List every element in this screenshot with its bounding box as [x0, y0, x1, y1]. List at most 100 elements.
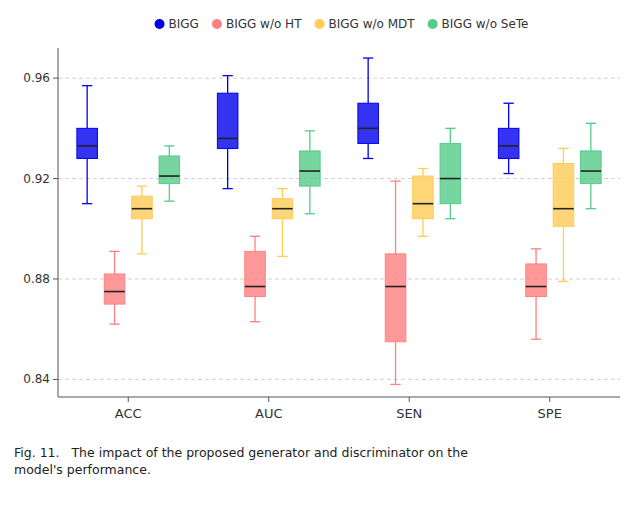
- box: [440, 143, 461, 203]
- whisker-low: [282, 219, 283, 257]
- whisker-low: [535, 297, 536, 340]
- whisker-low: [87, 158, 88, 203]
- box: [526, 264, 547, 297]
- cap-low: [109, 324, 119, 325]
- whisker-high: [309, 131, 310, 151]
- x-tick: [128, 397, 129, 402]
- median: [553, 208, 574, 210]
- box-plot: [440, 128, 461, 218]
- cap-low: [277, 256, 287, 257]
- y-tick: [53, 379, 58, 380]
- legend-marker: [314, 19, 324, 29]
- y-tick-label: 0.88: [23, 272, 50, 286]
- median: [385, 286, 406, 288]
- series: [159, 123, 601, 218]
- legend-item: BIGG: [155, 17, 199, 31]
- box-plot: [159, 146, 180, 201]
- box-plot: [245, 236, 266, 321]
- median: [77, 145, 98, 147]
- whisker-low: [395, 342, 396, 385]
- legend-item: BIGG w/o HT: [212, 17, 302, 31]
- x-tick-label: SPE: [538, 406, 562, 421]
- cap-low: [531, 339, 541, 340]
- median: [272, 208, 293, 210]
- whisker-high: [114, 251, 115, 274]
- chart: 0.840.880.920.96ACCAUCSENSPEBIGGBIGG w/o…: [0, 0, 640, 509]
- whisker-high: [395, 181, 396, 254]
- box-plot: [413, 169, 434, 237]
- cap-low: [586, 208, 596, 209]
- box-plot: [132, 186, 153, 254]
- whisker-low: [309, 186, 310, 214]
- box: [245, 251, 266, 296]
- whisker-high: [368, 58, 369, 103]
- cap-high: [223, 75, 233, 76]
- whisker-high: [508, 103, 509, 128]
- median: [132, 208, 153, 210]
- cap-low: [558, 281, 568, 282]
- whisker-high: [254, 236, 255, 251]
- box-plot: [498, 103, 519, 173]
- x-tick: [268, 397, 269, 402]
- cap-high: [82, 85, 92, 86]
- median: [159, 175, 180, 177]
- cap-low: [164, 201, 174, 202]
- box-plot: [385, 181, 406, 384]
- box: [104, 274, 125, 304]
- legend-label: BIGG w/o HT: [226, 17, 302, 31]
- box: [217, 93, 238, 148]
- series: [104, 181, 546, 384]
- box: [132, 196, 153, 219]
- x-tick-label: SEN: [396, 406, 422, 421]
- grid: [58, 78, 620, 379]
- cap-low: [418, 236, 428, 237]
- cap-high: [137, 185, 147, 186]
- median: [413, 203, 434, 205]
- box: [159, 156, 180, 184]
- box-plot: [553, 148, 574, 281]
- box-plot: [272, 189, 293, 257]
- x-tick: [409, 397, 410, 402]
- legend-label: BIGG w/o MDT: [328, 17, 415, 31]
- median: [217, 138, 238, 140]
- whisker-high: [422, 169, 423, 177]
- series: [77, 58, 519, 204]
- whisker-low: [169, 184, 170, 202]
- grid-line: [58, 78, 620, 79]
- median: [526, 286, 547, 288]
- y-tick-label: 0.84: [23, 372, 50, 386]
- cap-high: [164, 145, 174, 146]
- cap-low: [390, 384, 400, 385]
- legend: BIGG BIGG w/o HT BIGG w/o MDT BIGG w/o SeTe: [155, 17, 529, 31]
- cap-low: [82, 203, 92, 204]
- cap-high: [558, 148, 568, 149]
- whisker-high: [87, 86, 88, 129]
- y-tick-label: 0.96: [23, 71, 50, 85]
- whisker-high: [169, 146, 170, 156]
- median: [581, 170, 602, 172]
- cap-high: [445, 128, 455, 129]
- box: [581, 151, 602, 184]
- box: [498, 128, 519, 158]
- cap-low: [363, 158, 373, 159]
- grid-line: [58, 178, 620, 179]
- cap-low: [137, 253, 147, 254]
- grid-line: [58, 379, 620, 380]
- median: [358, 128, 379, 130]
- whisker-high: [590, 123, 591, 151]
- whisker-high: [282, 189, 283, 199]
- legend-marker: [155, 19, 165, 29]
- series: [132, 148, 574, 281]
- legend-label: BIGG w/o SeTe: [442, 17, 529, 31]
- box: [77, 128, 98, 158]
- whisker-low: [368, 143, 369, 158]
- cap-low: [445, 218, 455, 219]
- whisker-low: [563, 226, 564, 281]
- cap-low: [305, 213, 315, 214]
- box: [358, 103, 379, 143]
- legend-marker: [428, 19, 438, 29]
- whisker-low: [141, 219, 142, 254]
- whisker-high: [535, 249, 536, 264]
- box-plot: [104, 251, 125, 324]
- title: Fig. 11. The impact of the proposed gene…: [14, 445, 468, 477]
